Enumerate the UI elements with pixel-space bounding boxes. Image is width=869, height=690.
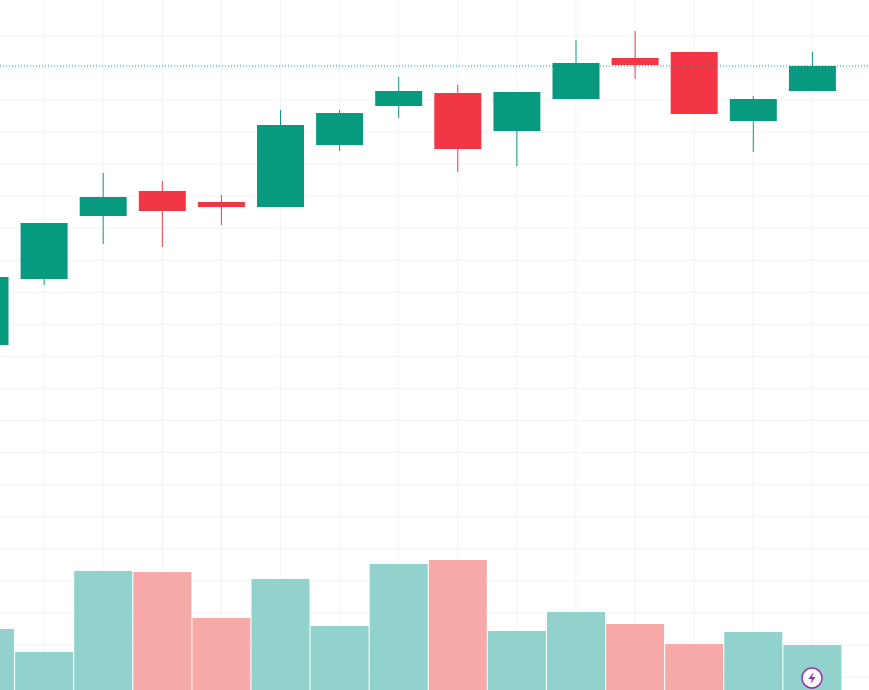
candle-body: [197, 202, 245, 207]
candle-body: [670, 52, 718, 114]
volume-bar: [724, 632, 783, 690]
candle-body: [375, 91, 423, 106]
candle-body: [788, 66, 836, 91]
candle-body: [434, 93, 482, 149]
candle-body: [257, 125, 304, 207]
volume-bar: [665, 644, 724, 690]
candle-body: [79, 197, 127, 216]
volume-bar: [0, 629, 14, 690]
volume-bar: [192, 618, 251, 690]
volume-bar: [547, 612, 605, 690]
volume-bar: [428, 560, 487, 690]
volume-bar: [15, 652, 74, 690]
candle-body: [552, 63, 600, 99]
candle-body: [611, 58, 659, 65]
price-pane: [0, 31, 869, 345]
bolt-icon[interactable]: [808, 672, 816, 684]
volume-bar: [74, 571, 133, 690]
volume-bar: [369, 564, 428, 690]
volume-bar: [487, 631, 546, 690]
volume-bar: [133, 572, 192, 690]
candle-body: [20, 223, 68, 279]
volume-bar: [251, 579, 310, 690]
candle-body: [729, 99, 777, 121]
lightning-button[interactable]: [801, 667, 823, 689]
volume-pane: [0, 560, 842, 690]
candle-body: [138, 191, 186, 211]
candle-body: [316, 113, 364, 145]
volume-bar: [606, 624, 665, 690]
volume-bar: [310, 626, 369, 690]
candle-body: [493, 92, 541, 131]
candle-body: [0, 277, 9, 345]
